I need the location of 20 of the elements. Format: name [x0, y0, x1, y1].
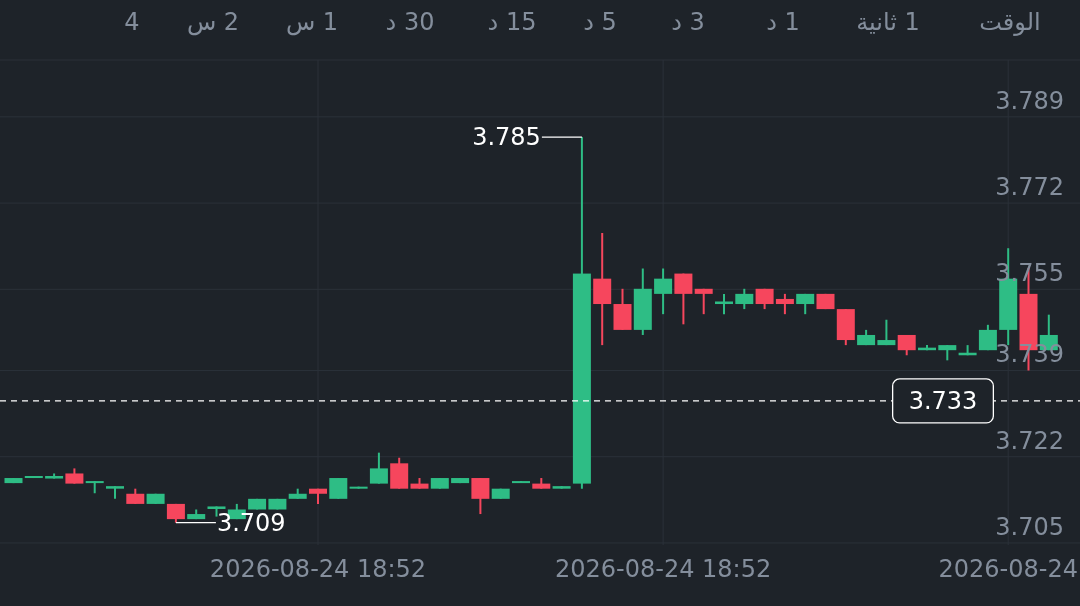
y-tick-label: 3.789: [995, 86, 1064, 115]
text: 3 د: [671, 8, 705, 36]
ref-line-label: 3.733: [908, 386, 978, 415]
annotation: 3.709: [216, 508, 286, 537]
text: الوقت: [979, 8, 1041, 36]
text: 15 د: [487, 8, 537, 36]
annotation: 3.785: [472, 123, 541, 152]
y-tick-label: 3.772: [995, 173, 1064, 202]
x-tick-label: 2026-08-24 18:52: [554, 555, 772, 583]
text: 4: [124, 8, 140, 36]
text: 1 ثانية: [856, 8, 920, 36]
text: 1 س: [285, 8, 339, 36]
y-tick-label: 3.722: [995, 426, 1064, 455]
text: 30 د: [385, 8, 435, 36]
x-tick-label: 2026-08-24 18:52: [209, 555, 427, 583]
text: 5 د: [583, 8, 617, 36]
text: 1 د: [766, 8, 800, 36]
y-tick-label: 3.705: [995, 512, 1064, 541]
x-tick-label: 2026-08-24: [938, 555, 1078, 583]
text: 2 س: [186, 8, 240, 36]
